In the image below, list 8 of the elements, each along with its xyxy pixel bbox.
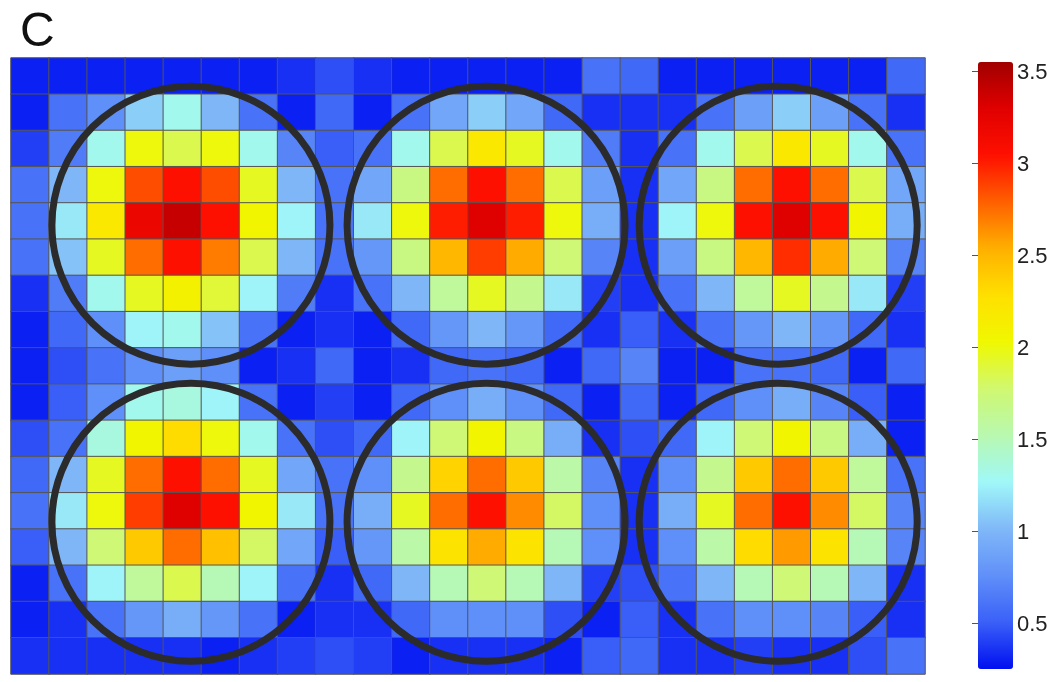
color-bar-label: 1 <box>1017 518 1030 544</box>
color-bar-label: 3 <box>1017 150 1030 176</box>
color-bar-label: 0.5 <box>1017 610 1048 636</box>
color-bar-label: 2 <box>1017 334 1030 360</box>
color-bar-label: 3.5 <box>1017 58 1048 84</box>
color-bar-label: 1.5 <box>1017 426 1048 452</box>
color-bar-label: 2.5 <box>1017 242 1048 268</box>
chart-title: C <box>20 2 55 56</box>
